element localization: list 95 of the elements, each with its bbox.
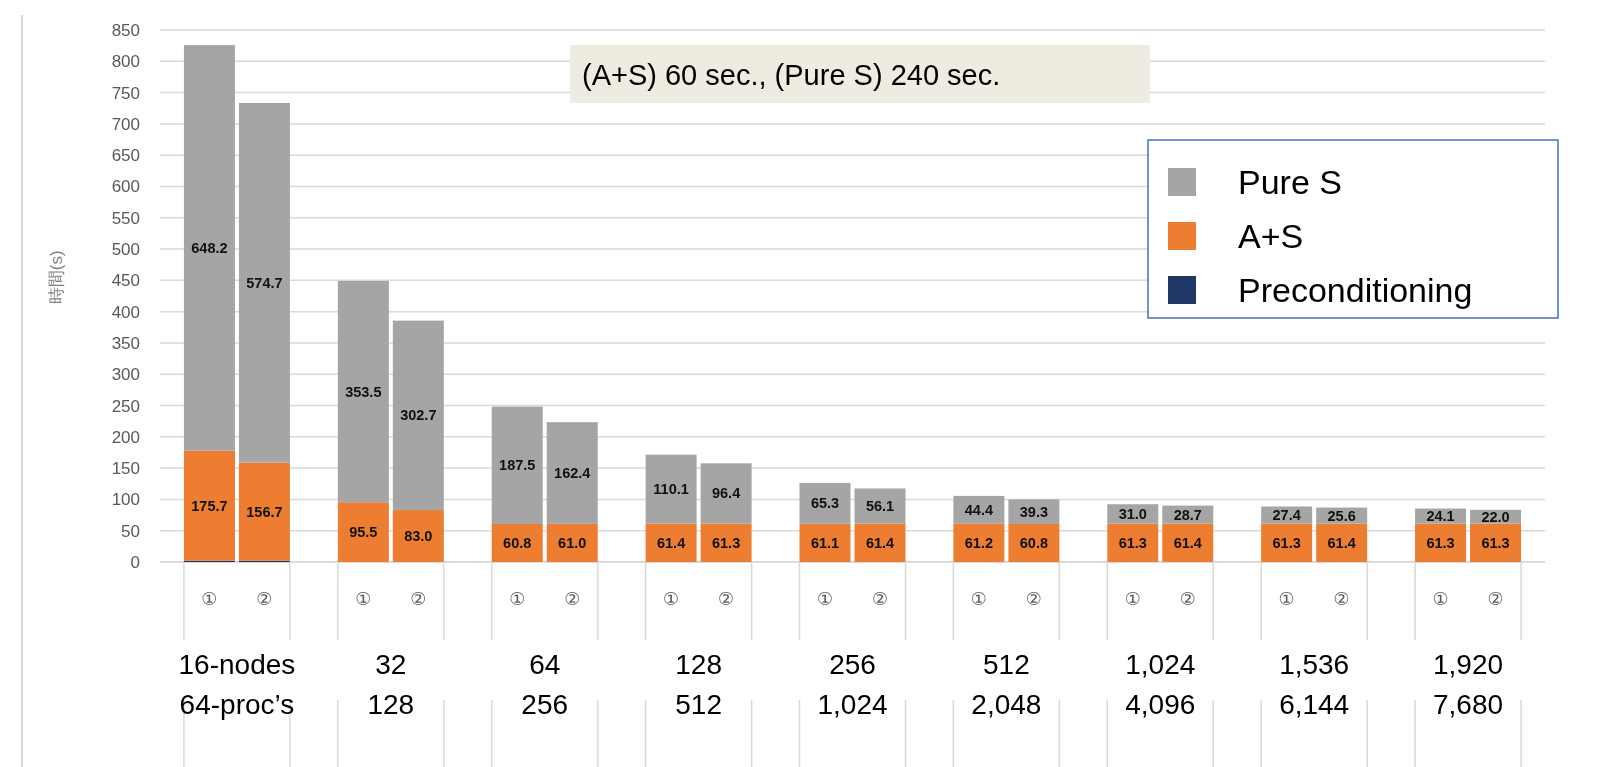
text: 512 — [983, 649, 1030, 680]
x-tick-label: ② — [1487, 588, 1504, 609]
y-tick-label: 650 — [111, 146, 140, 166]
y-tick-label: 500 — [111, 240, 140, 260]
y-tick-label: 300 — [111, 365, 140, 385]
x-tick-label: ② — [410, 588, 427, 609]
legend-label: Pure S — [1238, 163, 1342, 201]
y-tick-label: 700 — [111, 114, 140, 134]
x-tick-label: ① — [816, 588, 834, 609]
data-label: 24.1 — [1426, 508, 1455, 525]
y-tick-label: 200 — [111, 427, 140, 447]
text: 6,144 — [1279, 689, 1350, 720]
data-label: 25.6 — [1327, 507, 1356, 524]
data-label: 353.5 — [345, 383, 382, 400]
x-tick-label: ① — [201, 588, 218, 609]
data-label: 574.7 — [246, 274, 283, 291]
text: 1,536 — [1279, 649, 1350, 680]
x-tick-label: ② — [564, 588, 581, 609]
text: 1,920 — [1433, 649, 1504, 680]
data-label: 61.3 — [1118, 534, 1147, 551]
y-tick-label: 750 — [111, 83, 140, 103]
x-tick-label: ② — [256, 588, 273, 609]
data-label: 22.0 — [1481, 508, 1510, 525]
data-label: 61.2 — [964, 534, 994, 551]
y-tick-label: 850 — [111, 21, 140, 40]
data-label: 60.8 — [503, 534, 532, 551]
x-tick-label: ① — [509, 588, 526, 609]
y-tick-label: 800 — [111, 52, 140, 72]
x-tick-label: ① — [663, 588, 680, 609]
data-label: 61.3 — [1426, 534, 1455, 551]
data-label: 162.4 — [554, 465, 591, 481]
legend-label: A+S — [1238, 217, 1304, 255]
y-tick-label: 0 — [130, 553, 140, 572]
y-tick-label: 600 — [111, 177, 140, 197]
data-label: 302.7 — [400, 407, 437, 424]
text: 256 — [829, 649, 876, 680]
data-label: 56.1 — [865, 498, 895, 515]
text: 64-proc’s — [179, 689, 295, 720]
data-label: 61.4 — [1173, 534, 1202, 551]
data-label: 156.7 — [246, 503, 283, 520]
data-label: 61.1 — [810, 534, 840, 551]
text: 2,048 — [971, 689, 1042, 720]
data-label: 44.4 — [964, 501, 994, 518]
data-label: 65.3 — [810, 495, 840, 512]
x-tick-label: ② — [718, 588, 735, 609]
x-tick-label: ① — [1278, 588, 1295, 609]
data-label: 61.4 — [656, 534, 686, 551]
y-tick-label: 350 — [111, 333, 140, 353]
data-label: 61.3 — [1272, 534, 1301, 551]
data-label: 27.4 — [1272, 507, 1301, 524]
y-tick-label: 450 — [111, 271, 140, 291]
x-tick-label: ② — [1333, 588, 1350, 609]
data-label: 110.1 — [653, 481, 689, 498]
data-label: 648.2 — [191, 239, 228, 256]
y-axis-title: 時間(s) — [47, 250, 66, 305]
y-tick-label: 100 — [111, 490, 140, 510]
data-label: 175.7 — [191, 497, 228, 514]
text: 128 — [367, 689, 415, 720]
x-tick-label: ② — [871, 588, 889, 609]
x-tick-label: ① — [1432, 588, 1449, 609]
data-label: 61.0 — [558, 534, 587, 551]
text: 256 — [521, 689, 569, 720]
data-label: 61.3 — [711, 534, 741, 551]
text: 512 — [675, 689, 722, 720]
x-tick-label: ① — [970, 588, 987, 609]
y-tick-label: 50 — [121, 521, 140, 541]
data-label: 61.4 — [865, 534, 895, 551]
text: 1,024 — [817, 689, 888, 720]
data-label: 61.4 — [1327, 534, 1356, 551]
text: 128 — [675, 649, 722, 680]
data-label: 61.3 — [1481, 534, 1510, 551]
data-label: 39.3 — [1019, 503, 1049, 520]
data-label: 187.5 — [499, 457, 536, 474]
text: 1,024 — [1125, 649, 1196, 680]
text: 64 — [529, 649, 561, 680]
legend-label: Preconditioning — [1238, 271, 1473, 309]
data-label: 83.0 — [404, 528, 433, 545]
data-label: 28.7 — [1173, 506, 1202, 523]
data-label: 95.5 — [349, 524, 378, 541]
data-label: 31.0 — [1118, 505, 1147, 522]
y-tick-label: 250 — [111, 396, 140, 416]
y-tick-label: 400 — [111, 302, 140, 322]
x-tick-label: ① — [355, 588, 372, 609]
text: 16-nodes — [178, 649, 296, 680]
x-tick-label: ① — [1124, 588, 1141, 609]
text: 4,096 — [1125, 689, 1196, 720]
x-tick-label: ② — [1025, 588, 1042, 609]
annotation: (A+S) 60 sec., (Pure S) 240 sec. — [582, 59, 1001, 91]
data-label: 60.8 — [1019, 534, 1049, 551]
y-tick-label: 550 — [111, 208, 140, 228]
x-tick-label: ② — [1179, 588, 1196, 609]
text: 7,680 — [1433, 689, 1504, 720]
data-label: 96.4 — [711, 485, 741, 502]
text: 32 — [375, 649, 407, 680]
y-tick-label: 150 — [111, 459, 140, 479]
